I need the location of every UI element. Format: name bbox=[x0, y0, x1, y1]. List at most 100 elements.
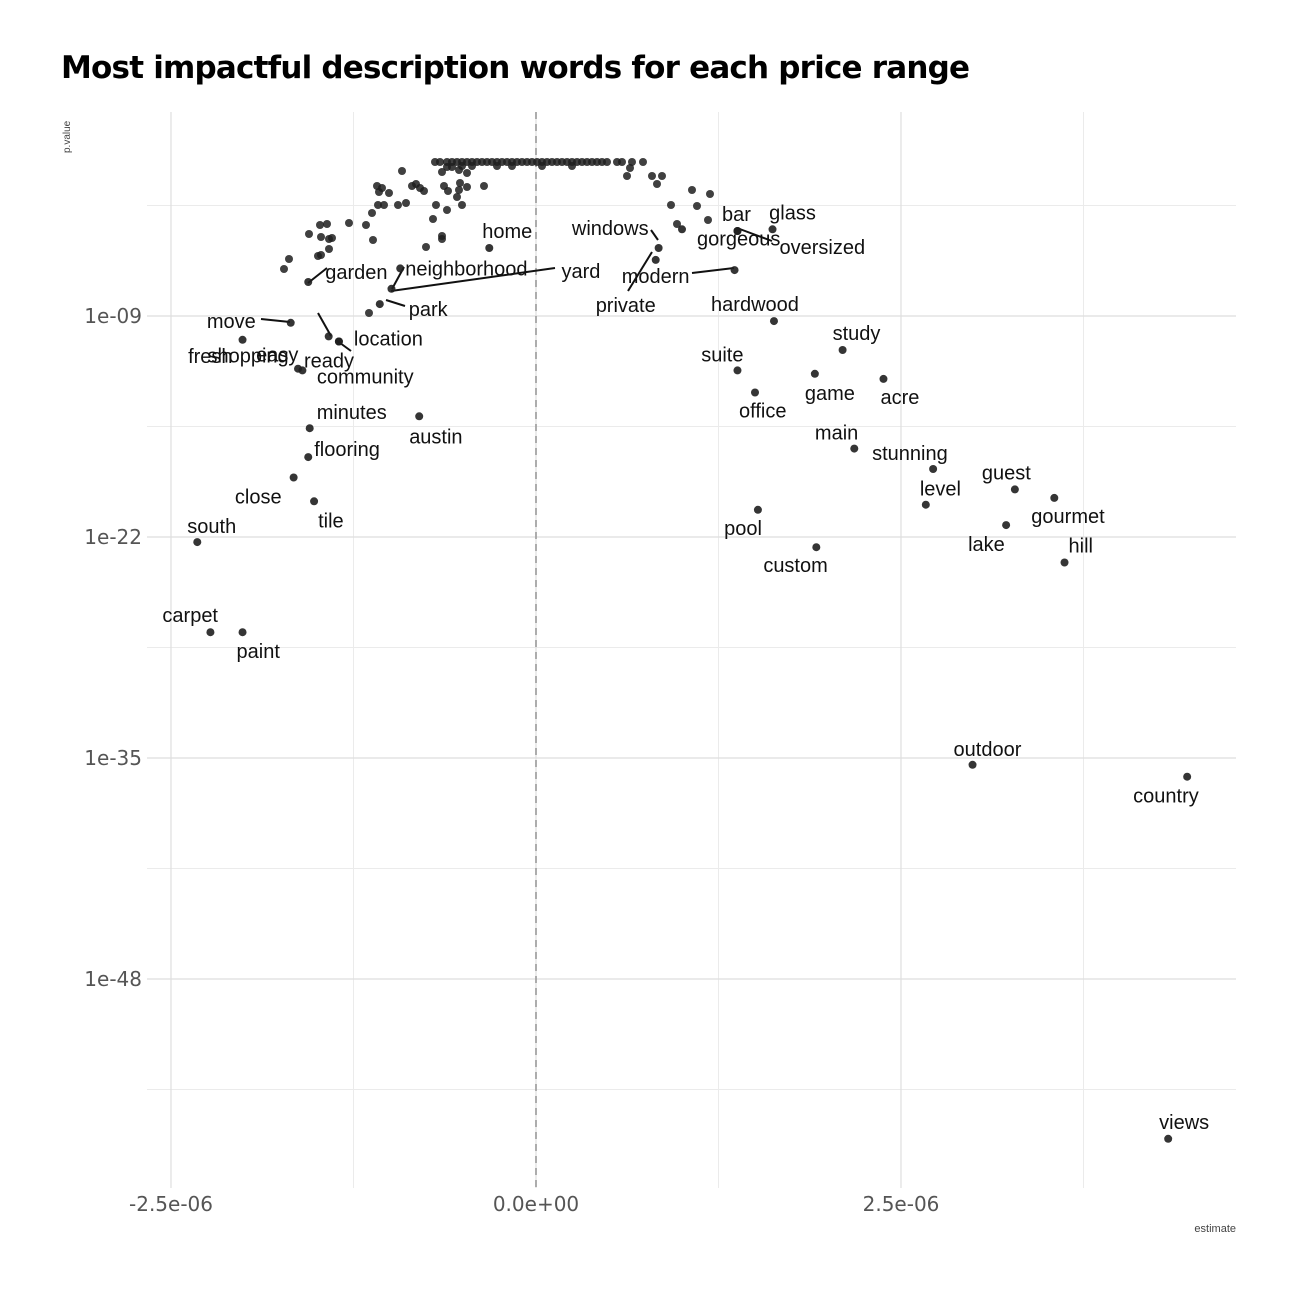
point-label-modern: modern bbox=[622, 266, 690, 288]
scatter-point bbox=[438, 235, 446, 243]
scatter-point bbox=[648, 172, 656, 180]
point-label-study: study bbox=[833, 323, 881, 345]
point-label-private: private bbox=[596, 295, 656, 317]
point-label-south: south bbox=[187, 516, 236, 538]
scatter-point bbox=[316, 221, 324, 229]
point-label-lake: lake bbox=[968, 534, 1005, 556]
scatter-point bbox=[317, 251, 325, 259]
scatter-point bbox=[402, 199, 410, 207]
scatter-point-gourmet bbox=[1050, 493, 1059, 502]
scatter-point bbox=[374, 201, 382, 209]
label-leader-line bbox=[650, 229, 659, 241]
scatter-point bbox=[368, 209, 376, 217]
label-leader-line bbox=[385, 299, 406, 307]
scatter-point bbox=[385, 189, 393, 197]
scatter-point bbox=[420, 187, 428, 195]
scatter-point-austin bbox=[415, 412, 424, 421]
point-label-game: game bbox=[805, 383, 855, 405]
scatter-point-shopping bbox=[324, 332, 333, 341]
scatter-point bbox=[458, 201, 466, 209]
scatter-point bbox=[448, 163, 456, 171]
y-tick-label: 1e-22 bbox=[84, 525, 142, 549]
point-label-stunning: stunning bbox=[872, 443, 948, 465]
point-label-community: community bbox=[317, 367, 414, 389]
point-label-tile: tile bbox=[318, 510, 344, 532]
scatter-point-move bbox=[286, 318, 295, 327]
scatter-point-modern bbox=[730, 266, 739, 275]
scatter-point-south bbox=[193, 538, 202, 547]
scatter-point-windows bbox=[654, 244, 663, 252]
scatter-point-tile bbox=[310, 497, 319, 506]
scatter-point bbox=[639, 158, 647, 166]
point-label-austin: austin bbox=[409, 426, 462, 448]
label-leader-line bbox=[627, 251, 653, 292]
label-leader-line bbox=[390, 267, 556, 292]
scatter-point-carpet bbox=[206, 628, 215, 637]
scatter-point bbox=[468, 162, 476, 170]
scatter-point bbox=[667, 201, 675, 209]
point-label-yard: yard bbox=[561, 261, 600, 283]
scatter-point-flooring bbox=[304, 453, 313, 462]
point-label-country: country bbox=[1133, 786, 1199, 808]
x-tick-label: 2.5e-06 bbox=[863, 1192, 940, 1216]
scatter-point bbox=[280, 265, 288, 273]
scatter-point bbox=[673, 220, 681, 228]
chart-title: Most impactful description words for eac… bbox=[61, 50, 970, 86]
point-label-minutes: minutes bbox=[317, 402, 387, 424]
scatter-point bbox=[693, 202, 701, 210]
point-label-main: main bbox=[815, 423, 858, 445]
point-label-neighborhood: neighborhood bbox=[405, 258, 527, 280]
scatter-point-views bbox=[1164, 1134, 1173, 1143]
scatter-point bbox=[394, 201, 402, 209]
point-label-close: close bbox=[235, 487, 282, 509]
scatter-point-game bbox=[810, 369, 819, 378]
scatter-point bbox=[658, 172, 666, 180]
scatter-point bbox=[375, 188, 383, 196]
point-label-hill: hill bbox=[1069, 536, 1093, 558]
point-label-bar: bar bbox=[722, 204, 751, 226]
x-tick-label: -2.5e-06 bbox=[129, 1192, 213, 1216]
scatter-point-country bbox=[1183, 772, 1192, 781]
scatter-point bbox=[626, 164, 634, 172]
scatter-point-neighborhood bbox=[396, 264, 405, 273]
scatter-point bbox=[438, 168, 446, 176]
scatter-point bbox=[455, 186, 463, 194]
point-label-glass: glass bbox=[769, 202, 816, 224]
scatter-point bbox=[285, 255, 293, 263]
scatter-point-hill bbox=[1060, 558, 1069, 567]
scatter-point-garden bbox=[304, 278, 313, 286]
point-label-shopping: shopping bbox=[207, 345, 288, 367]
scatter-point bbox=[538, 162, 546, 170]
label-leader-line bbox=[736, 227, 773, 242]
scatter-point-community bbox=[334, 337, 343, 346]
scatter-point-fresh bbox=[238, 335, 247, 344]
point-label-suite: suite bbox=[701, 344, 743, 366]
point-label-gorgeous: gorgeous bbox=[697, 228, 780, 250]
scatter-point bbox=[623, 172, 631, 180]
scatter-point-study bbox=[838, 346, 847, 354]
scatter-point bbox=[463, 183, 471, 191]
point-label-location: location bbox=[354, 329, 423, 351]
point-label-outdoor: outdoor bbox=[954, 739, 1022, 761]
y-axis-title: p.value bbox=[62, 120, 73, 153]
scatter-point bbox=[480, 182, 488, 190]
scatter-point-park bbox=[375, 300, 384, 309]
scatter-point-main bbox=[850, 444, 859, 453]
scatter-point bbox=[444, 187, 452, 195]
y-tick-label: 1e-48 bbox=[84, 967, 142, 991]
scatter-point bbox=[365, 309, 373, 317]
label-leader-line bbox=[691, 267, 735, 274]
scatter-point-private bbox=[651, 255, 660, 264]
scatter-point bbox=[704, 216, 712, 224]
y-tick-label: 1e-35 bbox=[84, 746, 142, 770]
scatter-point bbox=[455, 166, 463, 174]
scatter-point-close bbox=[289, 473, 298, 482]
point-label-fresh: fresh bbox=[188, 346, 232, 368]
scatter-point bbox=[653, 180, 661, 188]
scatter-point bbox=[323, 220, 331, 228]
label-leader-line bbox=[260, 318, 291, 323]
scatter-point-gorgeous bbox=[678, 225, 686, 234]
scatter-point bbox=[429, 215, 437, 223]
point-label-acre: acre bbox=[880, 387, 919, 409]
scatter-point bbox=[463, 169, 471, 177]
